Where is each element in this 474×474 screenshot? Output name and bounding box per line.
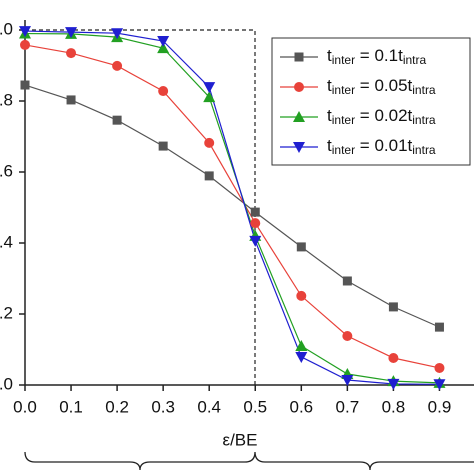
y-tick-label: 0.6	[0, 161, 13, 180]
marker	[388, 353, 399, 364]
marker	[203, 91, 216, 103]
marker	[250, 218, 261, 229]
marker	[111, 28, 124, 40]
x-tick-label: 0.2	[105, 397, 129, 416]
marker	[157, 42, 170, 54]
marker	[387, 378, 400, 390]
legend-label: tinter = 0.05tintra	[327, 76, 436, 97]
series-line	[24, 84, 440, 328]
marker	[20, 80, 30, 90]
legend-label: tinter = 0.01tintra	[327, 136, 436, 157]
x-tick-label: 0.6	[289, 397, 313, 416]
x-tick-label: 0.0	[13, 397, 37, 416]
x-tick-label: 0.4	[197, 397, 221, 416]
marker	[19, 26, 31, 38]
step-reference	[25, 29, 256, 385]
marker	[66, 95, 76, 105]
x-tick-label: 0.9	[428, 397, 452, 416]
legend: tinter = 0.1tintra tinter = 0.05tintra tin…	[271, 37, 471, 166]
series-line	[24, 32, 440, 384]
marker	[158, 86, 169, 97]
y-tick-label: 0.0	[0, 374, 13, 393]
marker	[157, 36, 170, 48]
x-tick-label: 0.3	[151, 397, 175, 416]
marker	[342, 276, 352, 286]
x-tick-label: 0.1	[59, 397, 83, 416]
marker	[250, 207, 260, 217]
marker	[294, 52, 304, 62]
x-axis-label: ε/BE	[223, 430, 258, 449]
series-line	[24, 44, 440, 369]
legend-box	[271, 37, 471, 166]
marker	[204, 137, 215, 148]
marker	[295, 339, 308, 351]
marker	[433, 379, 446, 391]
marker	[434, 362, 445, 373]
legend-label: tinter = 0.1tintra	[327, 46, 426, 67]
marker	[112, 60, 123, 71]
y-tick-label: 0.8	[0, 90, 13, 109]
marker	[295, 351, 308, 363]
marker	[249, 235, 262, 247]
marker	[293, 142, 305, 153]
marker	[434, 322, 444, 332]
series-line	[24, 30, 440, 385]
brace	[24, 451, 474, 471]
marker	[341, 375, 354, 387]
marker	[112, 115, 122, 125]
x-tick-label: 0.7	[336, 397, 360, 416]
marker	[158, 141, 168, 151]
marker	[342, 331, 353, 342]
marker	[294, 82, 304, 92]
marker	[65, 27, 78, 39]
y-tick-label: 0.2	[0, 303, 13, 322]
marker	[296, 290, 307, 301]
x-tick-label: 0.8	[382, 397, 406, 416]
marker	[203, 82, 216, 94]
marker	[296, 242, 306, 252]
marker	[66, 48, 77, 59]
y-tick-label: 1.0	[0, 19, 13, 38]
marker	[20, 39, 30, 50]
marker	[204, 171, 214, 181]
legend-label: tinter = 0.02tintra	[327, 106, 436, 127]
marker	[388, 302, 398, 312]
x-tick-label: 0.5	[243, 397, 267, 416]
y-tick-label: 0.4	[0, 232, 13, 251]
marker	[293, 111, 305, 122]
